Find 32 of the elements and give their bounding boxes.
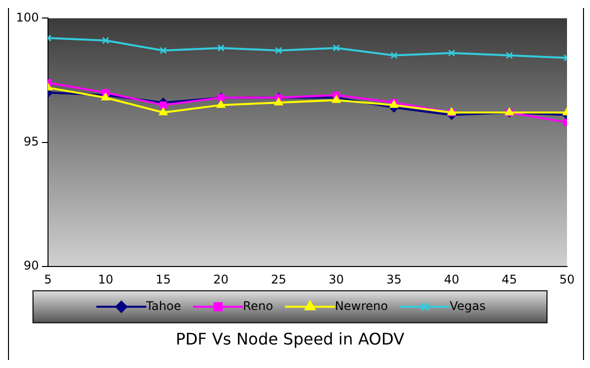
legend-label: Newreno [289, 298, 388, 313]
legend-label: Tahoe [100, 298, 182, 313]
x-tick-label: 5 [44, 272, 52, 287]
x-tick-label: 50 [559, 272, 575, 287]
text: PDF Vs Node Speed in AODV [176, 330, 404, 349]
x-tick-label: 20 [213, 272, 229, 287]
legend-label: Vegas [404, 298, 486, 313]
y-tick-label: 90 [24, 258, 39, 273]
point [275, 46, 282, 54]
x-tick-label: 10 [98, 272, 114, 287]
x-tick-label: 35 [386, 272, 402, 287]
point [332, 44, 340, 52]
point [217, 44, 225, 52]
point [160, 101, 167, 109]
y-tick-label: 95 [24, 134, 39, 148]
legend-label: Reno [197, 298, 274, 313]
x-tick-label: 15 [156, 272, 171, 287]
x-tick-label: 45 [502, 272, 517, 287]
point [160, 46, 167, 54]
point [102, 36, 110, 44]
point [506, 52, 513, 60]
point [101, 92, 110, 100]
point [216, 100, 226, 108]
point [448, 49, 456, 57]
x-tick-label: 25 [270, 272, 286, 287]
y-tick-label: 100 [16, 10, 39, 24]
point [274, 98, 283, 106]
x-tick-label: 30 [328, 272, 344, 287]
point [332, 95, 341, 103]
point [159, 108, 168, 116]
x-tick-label: 40 [444, 272, 460, 287]
point [390, 52, 398, 60]
